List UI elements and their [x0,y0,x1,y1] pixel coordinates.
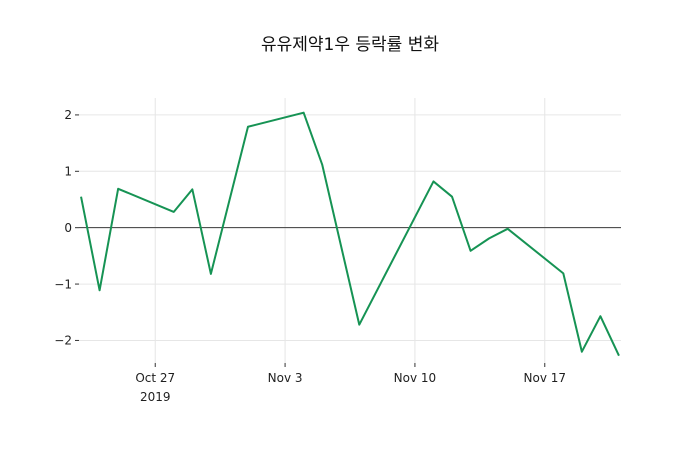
series-line [80,111,620,357]
x-tick-label: Nov 10 [394,371,437,385]
x-tick-label: Oct 27 [135,371,175,385]
x-tick-label: Nov 3 [268,371,303,385]
chart-title: 유유제약1우 등락률 변화 [260,35,440,55]
y-tick-label: 0 [64,221,72,235]
y-tick-label: −1 [54,277,72,291]
y-tick-label: 2 [64,108,72,122]
y-tick-label: −2 [54,334,72,348]
x-tick-label: Nov 17 [524,371,567,385]
x-tick-sublabel: 2019 [140,390,171,404]
y-tick-label: 1 [64,164,72,178]
